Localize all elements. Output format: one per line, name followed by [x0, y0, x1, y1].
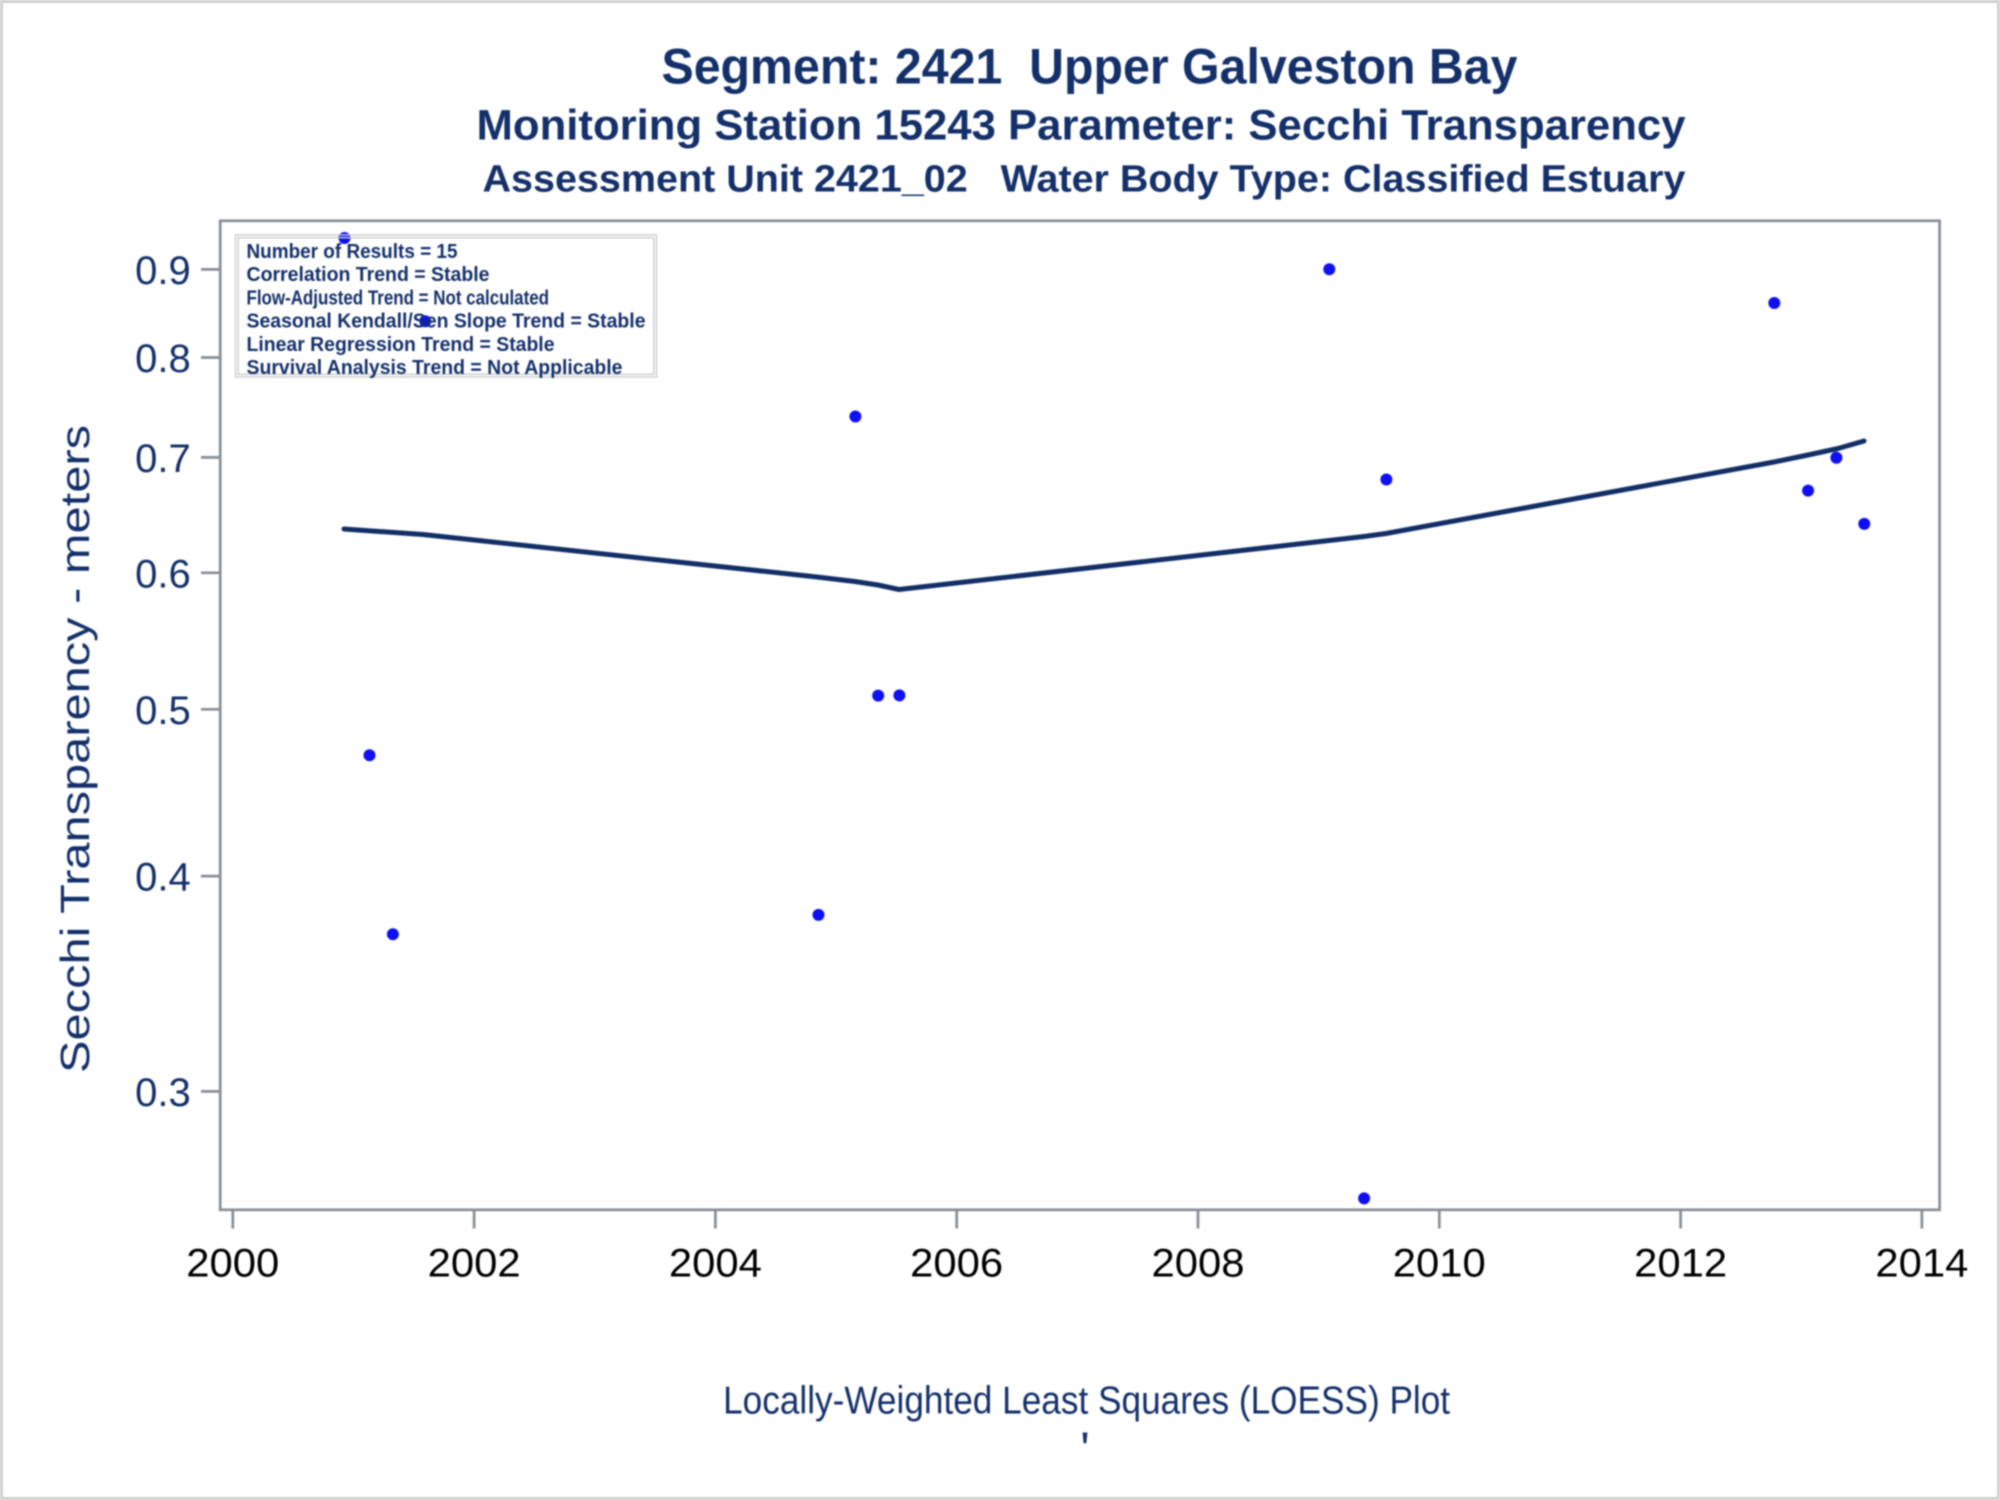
svg-text:2014: 2014: [1875, 1242, 1968, 1286]
svg-text:2002: 2002: [428, 1242, 521, 1286]
svg-text:Correlation Trend = Stable: Correlation Trend = Stable: [247, 264, 490, 286]
svg-text:0.4: 0.4: [135, 856, 191, 900]
svg-text:2008: 2008: [1152, 1242, 1245, 1286]
svg-text:2004: 2004: [669, 1242, 762, 1286]
svg-text:Assessment Unit 2421_02 Wate: Assessment Unit 2421_02 Water Body Type:…: [483, 158, 1686, 200]
svg-text:0.3: 0.3: [135, 1071, 191, 1115]
svg-text:Secchi Transparency - meters: Secchi Transparency - meters: [52, 425, 98, 1073]
svg-text:2006: 2006: [910, 1242, 1003, 1286]
svg-text:Locally-Weighted Least Squares: Locally-Weighted Least Squares (LOESS) P…: [723, 1380, 1450, 1423]
svg-text:Number of Results = 15: Number of Results = 15: [247, 241, 458, 263]
svg-text:0.6: 0.6: [135, 552, 191, 596]
svg-text:2000: 2000: [186, 1242, 279, 1286]
svg-text:Monitoring Station 15243 Param: Monitoring Station 15243 Parameter: Secc…: [477, 102, 1686, 150]
svg-text:2012: 2012: [1634, 1242, 1727, 1286]
svg-text:Linear Regression Trend = Stab: Linear Regression Trend = Stable: [247, 334, 555, 356]
svg-text:2010: 2010: [1393, 1242, 1486, 1286]
svg-text:Survival Analysis Trend = Not: Survival Analysis Trend = Not Applicable: [247, 357, 623, 379]
svg-text:Seasonal Kendall/Sen Slope Tre: Seasonal Kendall/Sen Slope Trend = Stabl…: [247, 311, 646, 333]
svg-text:Segment: 2421 Upper Galveston: Segment: 2421 Upper Galveston Bay: [662, 39, 1518, 95]
svg-text:0.5: 0.5: [135, 689, 191, 733]
svg-text:0.8: 0.8: [135, 337, 191, 381]
svg-text:0.7: 0.7: [135, 437, 191, 481]
svg-text:Flow-Adjusted Trend = Not calc: Flow-Adjusted Trend = Not calculated: [247, 287, 550, 309]
svg-text:0.9: 0.9: [135, 249, 191, 293]
